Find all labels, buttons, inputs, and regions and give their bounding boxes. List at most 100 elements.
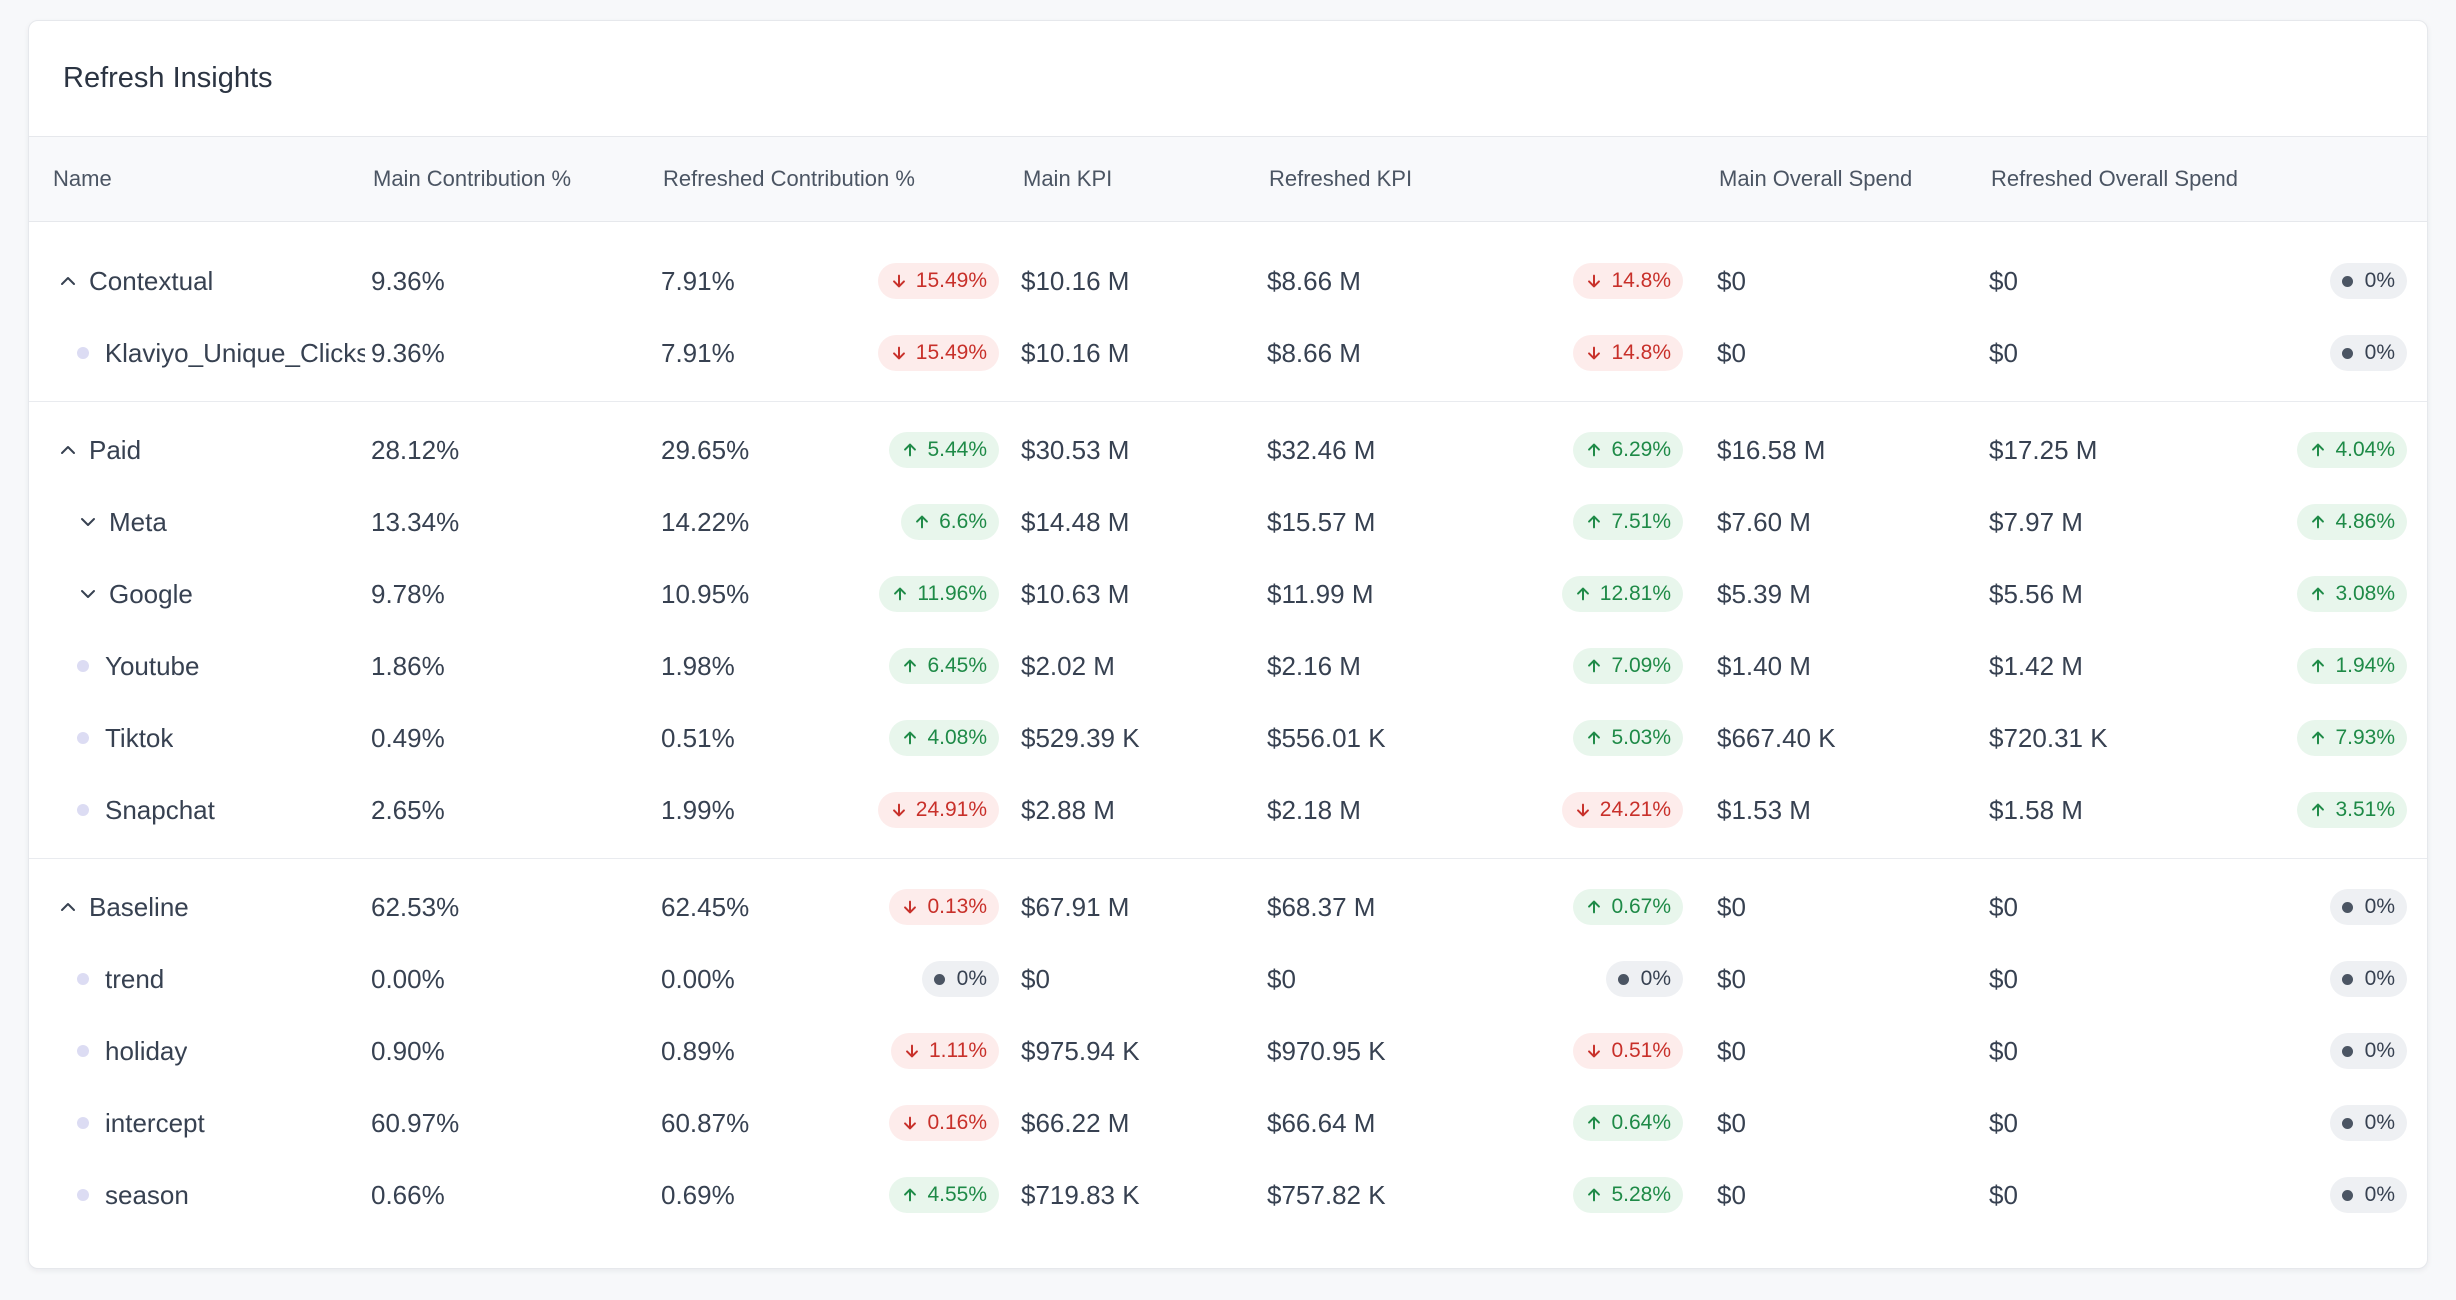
cell-main-kpi: $2.02 M: [1021, 650, 1115, 681]
arrow-up-icon: [1585, 729, 1611, 747]
chevron-down-icon[interactable]: [73, 579, 103, 609]
cell-refreshed-spend: $0 0%: [1981, 943, 2427, 1015]
refreshed-kpi-value: $970.95 K: [1267, 1035, 1386, 1066]
spend-delta-badge-value: 4.04%: [2335, 438, 2395, 461]
kpi-delta-badge-value: 0%: [1640, 967, 1671, 990]
spend-delta-badge: 1.94%: [2297, 648, 2407, 684]
spend-delta-badge-value: 0%: [2364, 1039, 2395, 1062]
kpi-delta-badge-value: 0.51%: [1611, 1039, 1671, 1062]
cell-refreshed-kpi: $2.18 M 24.21%: [1263, 774, 1711, 846]
cell-refreshed-spend: $0 0%: [1981, 317, 2427, 389]
kpi-delta-badge: 14.8%: [1573, 263, 1683, 299]
card-header: Refresh Insights: [29, 21, 2427, 137]
spend-delta-badge-value: 0%: [2364, 967, 2395, 990]
contribution-delta-badge-value: 15.49%: [915, 269, 987, 292]
kpi-delta-badge-value: 14.8%: [1611, 341, 1671, 364]
arrow-up-icon: [913, 513, 939, 531]
col-header-refreshed-spend[interactable]: Refreshed Overall Spend: [1981, 137, 2427, 222]
spend-delta-badge-value: 1.94%: [2335, 654, 2395, 677]
table-row[interactable]: Google 9.78% 10.95% 11.96% $10.63 M $11.99 M 1…: [29, 558, 2427, 630]
group-divider: [29, 389, 2427, 414]
contribution-delta-badge: 15.49%: [877, 335, 999, 371]
col-header-main-kpi[interactable]: Main KPI: [1017, 137, 1263, 222]
refreshed-kpi-value: $0: [1267, 963, 1296, 994]
refreshed-kpi-value: $8.66 M: [1267, 337, 1361, 368]
row-name: holiday: [105, 1035, 188, 1066]
table-row[interactable]: season 0.66% 0.69% 4.55% $719.83 K $757.82 K 5…: [29, 1159, 2427, 1231]
contribution-delta-badge-value: 5.44%: [927, 438, 987, 461]
refreshed-kpi-value: $15.57 M: [1267, 506, 1376, 537]
table-row[interactable]: Paid 28.12% 29.65% 5.44% $30.53 M $32.46 M 6.2…: [29, 414, 2427, 486]
cell-name: Baseline: [29, 871, 365, 943]
cell-refreshed-kpi: $68.37 M 0.67%: [1263, 871, 1711, 943]
refreshed-contribution-value: 1.99%: [661, 794, 735, 825]
table-row[interactable]: intercept 60.97% 60.87% 0.16% $66.22 M $66.64…: [29, 1087, 2427, 1159]
cell-refreshed-kpi: $970.95 K 0.51%: [1263, 1015, 1711, 1087]
chevron-down-icon[interactable]: [73, 507, 103, 537]
table-row[interactable]: Contextual 9.36% 7.91% 15.49% $10.16 M $8.66 …: [29, 245, 2427, 317]
arrow-up-icon: [2309, 657, 2335, 675]
cell-refreshed-contribution: 10.95% 11.96%: [657, 558, 1017, 630]
refreshed-contribution-value: 0.69%: [661, 1179, 735, 1210]
refreshed-kpi-value: $11.99 M: [1267, 578, 1374, 609]
kpi-delta-badge: 12.81%: [1561, 576, 1683, 612]
refreshed-contribution-value: 10.95%: [661, 578, 750, 609]
neutral-dot-icon: [2341, 901, 2353, 913]
contribution-delta-badge: 0%: [921, 961, 999, 997]
arrow-up-icon: [1585, 441, 1611, 459]
arrow-down-icon: [903, 1042, 929, 1060]
refreshed-contribution-value: 60.87%: [661, 1107, 750, 1138]
arrow-up-icon: [1585, 1186, 1611, 1204]
cell-name: season: [29, 1159, 365, 1231]
table-row[interactable]: Baseline 62.53% 62.45% 0.13% $67.91 M $68.37 …: [29, 871, 2427, 943]
table-header-row: Name Main Contribution % Refreshed Contr…: [29, 137, 2427, 222]
chevron-up-icon[interactable]: [53, 266, 83, 296]
contribution-delta-badge-value: 6.45%: [927, 654, 987, 677]
refreshed-contribution-value: 0.89%: [661, 1035, 735, 1066]
cell-refreshed-kpi: $15.57 M 7.51%: [1263, 486, 1711, 558]
cell-refreshed-contribution: 0.69% 4.55%: [657, 1159, 1017, 1231]
bullet-dot-icon: [77, 1189, 89, 1201]
col-header-name[interactable]: Name: [29, 137, 365, 222]
bullet-dot-icon: [77, 732, 89, 744]
kpi-delta-badge-value: 14.8%: [1611, 269, 1671, 292]
table-row[interactable]: Snapchat 2.65% 1.99% 24.91% $2.88 M $2.18 M 24…: [29, 774, 2427, 846]
row-name: Paid: [89, 434, 142, 465]
col-header-main-contribution[interactable]: Main Contribution %: [365, 137, 657, 222]
kpi-delta-badge: 7.51%: [1573, 504, 1683, 540]
col-header-refreshed-contribution[interactable]: Refreshed Contribution %: [657, 137, 1017, 222]
bullet-dot-icon: [77, 973, 89, 985]
cell-main-kpi: $0: [1021, 963, 1050, 994]
col-header-refreshed-kpi[interactable]: Refreshed KPI: [1263, 137, 1711, 222]
refreshed-spend-value: $17.25 M: [1989, 434, 2098, 465]
spend-delta-badge: 0%: [2329, 263, 2407, 299]
table-row[interactable]: trend 0.00% 0.00% 0% $0 $0 0% $0 $0 0%: [29, 943, 2427, 1015]
chevron-up-icon[interactable]: [53, 892, 83, 922]
table-body: Contextual 9.36% 7.91% 15.49% $10.16 M $8.66 …: [29, 221, 2427, 1231]
chevron-up-icon[interactable]: [53, 435, 83, 465]
arrow-up-icon: [901, 1186, 927, 1204]
table-row[interactable]: Klaviyo_Unique_Clicks 9.36% 7.91% 15.49% $10…: [29, 317, 2427, 389]
cell-main-contribution: 2.65%: [371, 794, 445, 825]
refreshed-kpi-value: $8.66 M: [1267, 265, 1361, 296]
table-row[interactable]: Youtube 1.86% 1.98% 6.45% $2.02 M $2.16 M 7.09…: [29, 630, 2427, 702]
spend-delta-badge-value: 3.08%: [2335, 582, 2395, 605]
table-row[interactable]: Tiktok 0.49% 0.51% 4.08% $529.39 K $556.01 K 5…: [29, 702, 2427, 774]
refreshed-kpi-value: $2.18 M: [1267, 794, 1361, 825]
col-header-main-spend[interactable]: Main Overall Spend: [1711, 137, 1981, 222]
spend-delta-badge: 0%: [2329, 961, 2407, 997]
table-row[interactable]: holiday 0.90% 0.89% 1.11% $975.94 K $970.95 K…: [29, 1015, 2427, 1087]
cell-main-contribution: 0.66%: [371, 1179, 445, 1210]
cell-refreshed-spend: $0 0%: [1981, 245, 2427, 317]
cell-main-contribution: 0.49%: [371, 722, 445, 753]
cell-main-kpi: $975.94 K: [1021, 1035, 1140, 1066]
cell-main-contribution: 0.00%: [371, 963, 445, 994]
kpi-delta-badge-value: 6.29%: [1611, 438, 1671, 461]
table-row[interactable]: Meta 13.34% 14.22% 6.6% $14.48 M $15.57 M 7.51…: [29, 486, 2427, 558]
kpi-delta-badge-value: 7.51%: [1611, 510, 1671, 533]
arrow-up-icon: [1585, 898, 1611, 916]
cell-refreshed-spend: $0 0%: [1981, 1087, 2427, 1159]
cell-main-spend: $0: [1717, 963, 1746, 994]
cell-main-spend: $0: [1717, 265, 1746, 296]
card-title: Refresh Insights: [63, 62, 273, 94]
